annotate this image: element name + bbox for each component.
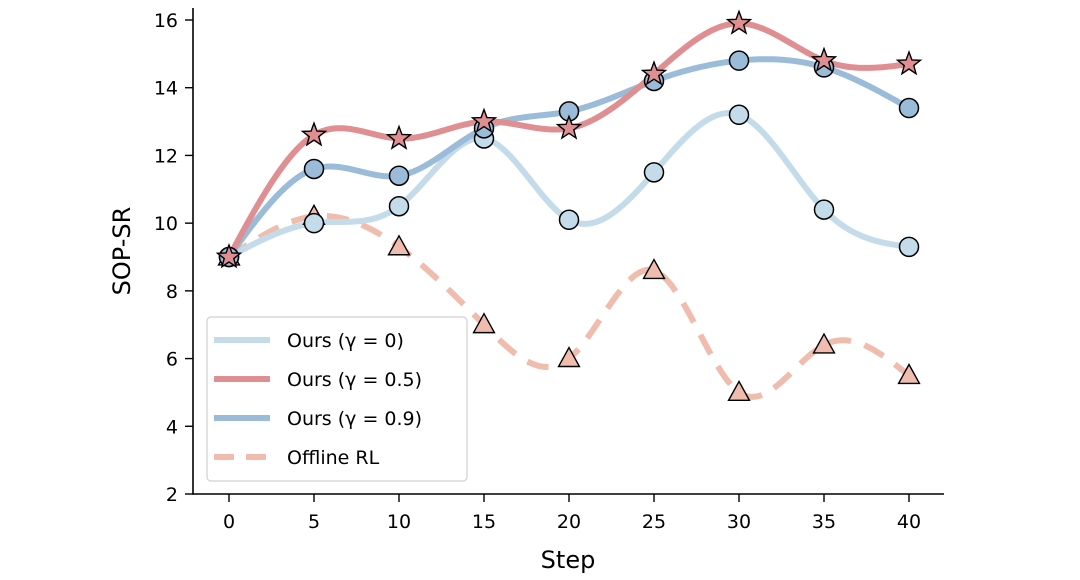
legend-label: Ours (γ = 0.9) bbox=[287, 408, 422, 430]
data-point-1-5 bbox=[640, 60, 668, 86]
y-tick-label: 14 bbox=[154, 78, 178, 100]
data-point-1-6 bbox=[725, 9, 753, 35]
data-point-0-5 bbox=[643, 162, 665, 183]
data-point-2-1 bbox=[303, 158, 325, 180]
ticks: 0 5 10 15 20 25 30 35 40 2 4 6 8 10 12 14 16 bbox=[154, 10, 921, 533]
legend-label: Ours (γ = 0.5) bbox=[287, 369, 422, 391]
data-point-3-6 bbox=[727, 379, 751, 402]
data-point-2-6 bbox=[728, 50, 750, 71]
data-point-0-2 bbox=[388, 195, 410, 217]
data-point-0-1 bbox=[303, 212, 325, 234]
data-point-3-4 bbox=[557, 346, 581, 368]
data-point-2-2 bbox=[388, 165, 410, 186]
x-tick-label: 10 bbox=[387, 511, 411, 533]
data-point-1-7 bbox=[810, 46, 838, 72]
data-point-1-0 bbox=[215, 242, 243, 269]
data-point-0-7 bbox=[813, 199, 835, 220]
data-point-2-8 bbox=[898, 97, 920, 119]
data-point-3-8 bbox=[897, 363, 921, 385]
x-axis-label: Step bbox=[541, 546, 596, 574]
data-point-1-4 bbox=[555, 114, 583, 140]
axes bbox=[192, 8, 944, 495]
x-tick-label: 25 bbox=[642, 511, 666, 533]
data-point-1-8 bbox=[895, 49, 923, 76]
data-point-3-3 bbox=[472, 312, 496, 334]
y-tick-label: 8 bbox=[166, 281, 178, 303]
y-tick-label: 2 bbox=[166, 484, 178, 506]
data-point-1-2 bbox=[385, 124, 413, 150]
x-tick-label: 0 bbox=[223, 511, 235, 533]
y-tick-label: 10 bbox=[154, 213, 178, 235]
legend-label: Offline RL bbox=[287, 447, 380, 469]
data-point-1-3 bbox=[470, 107, 498, 133]
data-point-3-5 bbox=[642, 258, 666, 280]
data-point-0-4 bbox=[558, 209, 580, 231]
data-point-0-6 bbox=[728, 104, 750, 126]
y-axis-label: SOP-SR bbox=[108, 207, 136, 296]
data-point-0-8 bbox=[898, 236, 920, 258]
legend-label: Ours (γ = 0) bbox=[287, 330, 404, 352]
y-tick-label: 16 bbox=[154, 10, 178, 32]
y-tick-label: 12 bbox=[154, 145, 178, 167]
y-tick-label: 6 bbox=[166, 349, 178, 371]
y-tick-label: 4 bbox=[166, 416, 178, 438]
marker-layer bbox=[215, 9, 923, 402]
x-tick-label: 40 bbox=[897, 511, 921, 533]
x-tick-label: 30 bbox=[727, 511, 751, 533]
x-tick-label: 5 bbox=[308, 511, 320, 533]
data-point-3-2 bbox=[387, 234, 411, 256]
series-line-0 bbox=[226, 110, 912, 260]
data-point-3-7 bbox=[812, 332, 836, 354]
x-tick-label: 15 bbox=[472, 511, 496, 533]
data-point-1-1 bbox=[300, 121, 328, 147]
legend: Ours (γ = 0) Ours (γ = 0.5) Ours (γ = 0.9)… bbox=[206, 316, 468, 482]
legend-box bbox=[206, 316, 468, 482]
x-tick-label: 20 bbox=[557, 511, 581, 533]
x-tick-label: 35 bbox=[812, 511, 836, 533]
